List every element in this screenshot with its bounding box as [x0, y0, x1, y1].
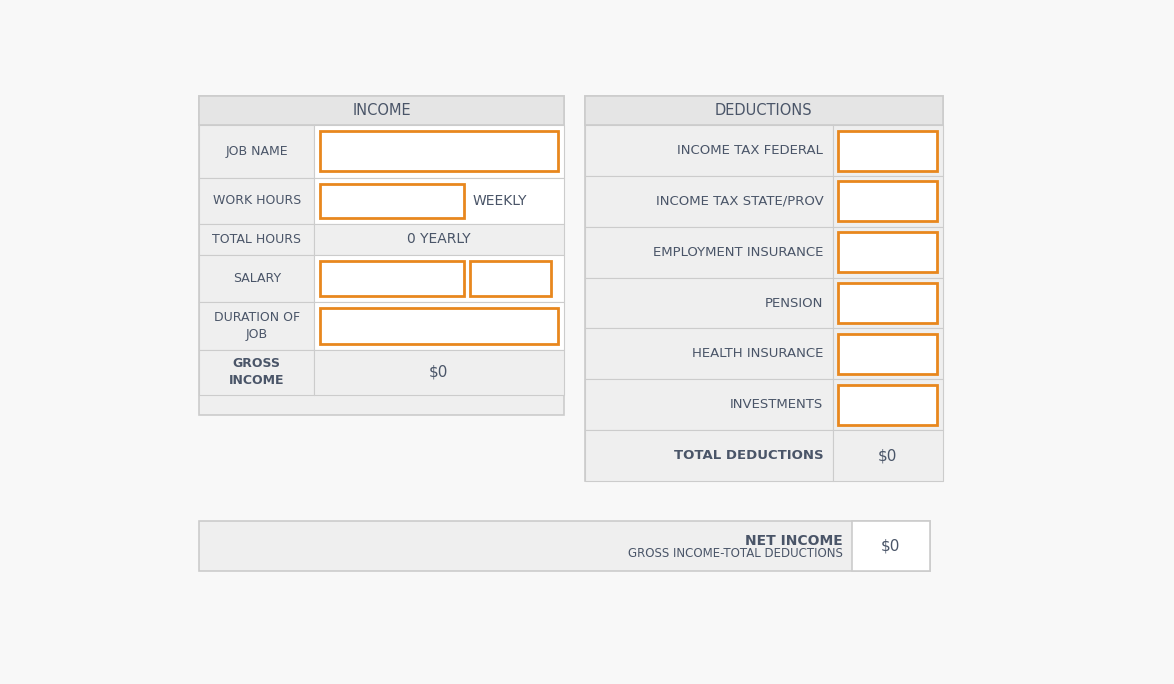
Text: 0: 0: [387, 193, 397, 208]
FancyBboxPatch shape: [315, 125, 564, 178]
Text: ▾: ▾: [926, 144, 932, 157]
FancyBboxPatch shape: [585, 176, 832, 227]
FancyBboxPatch shape: [832, 176, 943, 227]
Text: TOTAL HOURS: TOTAL HOURS: [212, 233, 302, 246]
Text: GROSS
INCOME: GROSS INCOME: [229, 357, 284, 387]
Text: $0: $0: [878, 448, 897, 463]
FancyBboxPatch shape: [838, 181, 937, 222]
FancyBboxPatch shape: [585, 125, 832, 176]
FancyBboxPatch shape: [585, 430, 832, 481]
Text: INVESTMENTS: INVESTMENTS: [730, 398, 823, 411]
Text: NET INCOME: NET INCOME: [745, 534, 843, 548]
Text: DURATION OF
JOB: DURATION OF JOB: [214, 311, 299, 341]
Text: ▾: ▾: [926, 398, 932, 411]
Text: ▾: ▾: [926, 195, 932, 208]
Text: YEARLY: YEARLY: [477, 272, 519, 285]
Text: INCOME: INCOME: [352, 103, 411, 118]
Text: 0.0%: 0.0%: [845, 144, 880, 157]
FancyBboxPatch shape: [200, 96, 564, 415]
Text: TOTAL DEDUCTIONS: TOTAL DEDUCTIONS: [674, 449, 823, 462]
FancyBboxPatch shape: [832, 227, 943, 278]
Text: WEEKLY: WEEKLY: [473, 194, 527, 208]
Text: ▾: ▾: [547, 319, 553, 332]
FancyBboxPatch shape: [315, 224, 564, 254]
Text: INCOME TAX STATE/PROV: INCOME TAX STATE/PROV: [655, 195, 823, 208]
FancyBboxPatch shape: [585, 227, 832, 278]
FancyBboxPatch shape: [200, 350, 315, 395]
FancyBboxPatch shape: [200, 254, 315, 302]
Text: EMPLOYMENT INSURANCE: EMPLOYMENT INSURANCE: [653, 246, 823, 259]
FancyBboxPatch shape: [470, 261, 552, 296]
FancyBboxPatch shape: [315, 178, 564, 224]
FancyBboxPatch shape: [321, 308, 558, 344]
Text: 0.0%: 0.0%: [845, 194, 880, 209]
FancyBboxPatch shape: [585, 96, 943, 481]
FancyBboxPatch shape: [321, 131, 558, 172]
FancyBboxPatch shape: [315, 302, 564, 350]
Text: 0.0%: 0.0%: [845, 246, 880, 259]
FancyBboxPatch shape: [838, 283, 937, 323]
FancyBboxPatch shape: [585, 278, 832, 328]
FancyBboxPatch shape: [200, 521, 930, 571]
FancyBboxPatch shape: [838, 334, 937, 374]
Text: ▾: ▾: [926, 297, 932, 310]
FancyBboxPatch shape: [585, 96, 943, 125]
FancyBboxPatch shape: [832, 125, 943, 176]
Text: DEDUCTIONS: DEDUCTIONS: [715, 103, 812, 118]
Text: 0.0%: 0.0%: [845, 397, 880, 412]
Text: ▾: ▾: [541, 274, 547, 283]
Text: 0.0%: 0.0%: [845, 347, 880, 361]
FancyBboxPatch shape: [585, 328, 832, 380]
Text: $0: $0: [383, 271, 402, 286]
FancyBboxPatch shape: [200, 96, 564, 125]
FancyBboxPatch shape: [832, 380, 943, 430]
FancyBboxPatch shape: [852, 521, 930, 571]
FancyBboxPatch shape: [321, 184, 464, 218]
FancyBboxPatch shape: [321, 261, 464, 296]
FancyBboxPatch shape: [200, 178, 315, 224]
Text: ▾: ▾: [926, 246, 932, 259]
Text: JOB NAME: JOB NAME: [225, 145, 288, 158]
Text: $0: $0: [430, 365, 448, 380]
Text: ▾: ▾: [926, 347, 932, 360]
Text: 0 YEARLY: 0 YEARLY: [407, 232, 471, 246]
Text: HEALTH INSURANCE: HEALTH INSURANCE: [691, 347, 823, 360]
Text: GROSS INCOME-TOTAL DEDUCTIONS: GROSS INCOME-TOTAL DEDUCTIONS: [628, 547, 843, 560]
FancyBboxPatch shape: [838, 233, 937, 272]
FancyBboxPatch shape: [832, 430, 943, 481]
Text: 0.0%: 0.0%: [845, 296, 880, 310]
Text: PENSION: PENSION: [765, 297, 823, 310]
FancyBboxPatch shape: [838, 384, 937, 425]
FancyBboxPatch shape: [832, 328, 943, 380]
FancyBboxPatch shape: [200, 224, 315, 254]
FancyBboxPatch shape: [832, 278, 943, 328]
Text: 12 Months: 12 Months: [328, 319, 400, 333]
FancyBboxPatch shape: [585, 380, 832, 430]
Text: $0: $0: [880, 538, 900, 553]
FancyBboxPatch shape: [838, 131, 937, 170]
FancyBboxPatch shape: [200, 302, 315, 350]
Text: INCOME TAX FEDERAL: INCOME TAX FEDERAL: [677, 144, 823, 157]
Text: SALARY: SALARY: [232, 272, 281, 285]
FancyBboxPatch shape: [315, 350, 564, 395]
Text: WORK HOURS: WORK HOURS: [212, 194, 301, 207]
FancyBboxPatch shape: [200, 125, 315, 178]
FancyBboxPatch shape: [315, 254, 564, 302]
